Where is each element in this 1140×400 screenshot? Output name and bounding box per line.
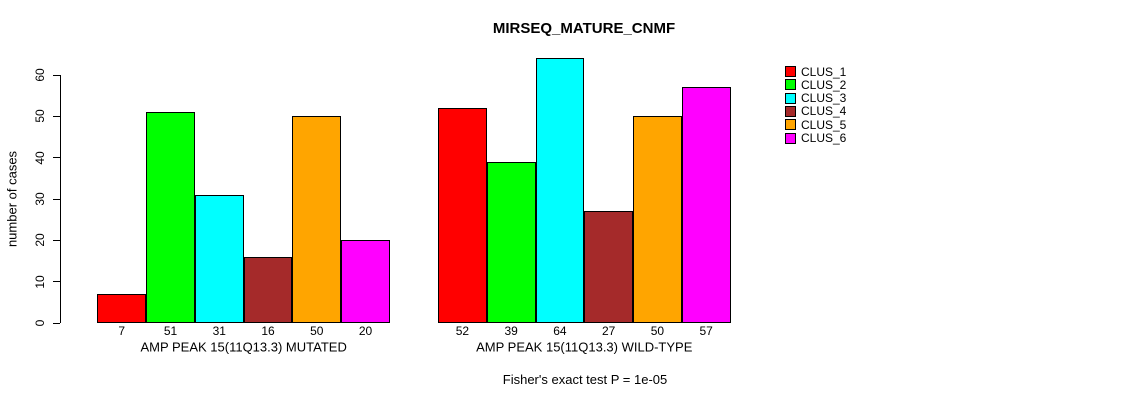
bar-clus_4-group2 (584, 211, 633, 323)
bar-clus_4-group1 (243, 256, 293, 323)
legend-label: CLUS_4 (801, 104, 847, 119)
bar-value-label: 7 (118, 324, 126, 338)
legend-swatch-clus_2 (785, 79, 796, 91)
bar-value-label: 64 (553, 324, 567, 338)
y-tick-label: 20 (33, 233, 47, 248)
x-axis-group-label: AMP PEAK 15(11Q13.3) WILD-TYPE (476, 339, 693, 355)
bar-value-label: 51 (163, 324, 178, 338)
bar-clus_3-group1 (194, 194, 244, 323)
bar-value-label: 52 (455, 324, 470, 338)
y-tick (53, 157, 60, 159)
bar-value-label: 57 (699, 324, 713, 338)
bar-clus_5-group2 (633, 116, 682, 323)
bar-clus_6-group1 (341, 240, 390, 323)
bar-clus_2-group2 (486, 161, 536, 323)
y-tick-label: 50 (33, 109, 47, 124)
legend-swatch-clus_3 (785, 92, 796, 104)
y-tick-label: 0 (33, 319, 47, 327)
legend-label: CLUS_6 (801, 131, 847, 145)
bar-clus_2-group1 (146, 112, 195, 323)
y-tick (53, 115, 60, 117)
bar-value-label: 31 (212, 324, 226, 338)
y-tick (53, 239, 60, 241)
bar-value-label: 50 (650, 324, 665, 338)
bar-clus_3-group2 (535, 58, 585, 323)
bar-value-label: 16 (261, 324, 275, 338)
y-tick-label: 30 (33, 192, 47, 206)
annotation-text: Fisher's exact test P = 1e-05 (502, 372, 668, 387)
bar-clus_5-group1 (292, 116, 342, 323)
legend-swatch-clus_6 (785, 132, 796, 144)
y-tick (53, 322, 60, 324)
y-tick (53, 74, 60, 76)
y-axis-label: number of cases (4, 150, 20, 248)
legend-label: CLUS_2 (801, 77, 847, 92)
bar-value-label: 20 (358, 324, 373, 338)
chart-title: MIRSEQ_MATURE_CNMF (492, 20, 676, 37)
y-tick-label: 60 (33, 68, 47, 82)
legend-swatch-clus_1 (785, 66, 796, 77)
y-tick-label: 10 (33, 274, 47, 289)
legend-label: CLUS_5 (801, 117, 847, 132)
x-axis-group-label: AMP PEAK 15(11Q13.3) MUTATED (140, 339, 347, 355)
y-tick-label: 40 (33, 150, 47, 165)
y-tick (53, 198, 60, 200)
bar-value-label: 27 (601, 324, 616, 338)
y-tick (53, 281, 60, 283)
legend-label: CLUS_3 (801, 91, 847, 106)
bar-clus_1-group1 (97, 294, 147, 323)
y-axis-line (60, 75, 61, 323)
bar-value-label: 39 (504, 324, 518, 338)
bar-value-label: 50 (310, 324, 324, 338)
legend-swatch-clus_4 (785, 105, 796, 117)
legend-label: CLUS_1 (801, 64, 847, 79)
bar-clus_1-group2 (438, 108, 487, 323)
bar-clus_6-group2 (681, 87, 731, 323)
legend-swatch-clus_5 (785, 119, 796, 131)
